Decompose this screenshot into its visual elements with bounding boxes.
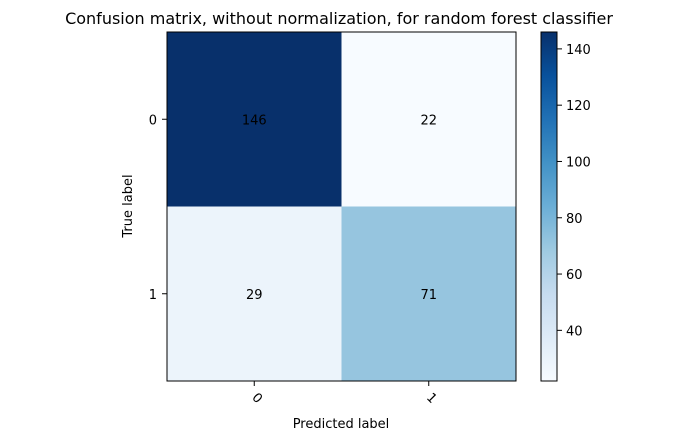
cell-value-0-0: 146	[242, 113, 267, 128]
matrix-cell-1-0	[167, 206, 342, 381]
colorbar	[540, 31, 558, 382]
colorbar-tick-label-4: 120	[566, 99, 591, 114]
cell-value-0-1: 22	[420, 113, 437, 128]
x-tick-label-0: 0	[248, 390, 264, 406]
matrix-cell-0-1	[341, 32, 516, 207]
cell-value-labels: 146 22 29 71	[242, 113, 437, 303]
y-axis-ticks: 01	[149, 113, 167, 303]
cell-value-1-1: 71	[420, 288, 437, 303]
x-axis-label: Predicted label	[293, 417, 390, 432]
colorbar-tick-label-1: 60	[566, 268, 583, 283]
colorbar-tick-label-3: 100	[566, 155, 591, 170]
x-tick-label-1: 1	[423, 390, 439, 406]
y-tick-label-1: 1	[149, 288, 157, 303]
matrix-cells	[167, 32, 516, 381]
y-tick-label-0: 0	[149, 113, 157, 128]
matrix-cell-1-1	[341, 206, 516, 381]
plot-frame	[166, 31, 517, 382]
colorbar-tick-label-5: 140	[566, 43, 591, 58]
colorbar-tick-label-0: 40	[566, 324, 583, 339]
colorbar-ticks: 40 60 80 100 120 140	[557, 43, 591, 339]
matrix-cell-0-0	[167, 32, 342, 207]
y-axis-label: True label	[121, 174, 136, 238]
chart-title: Confusion matrix, without normalization,…	[65, 9, 613, 28]
cell-value-1-0: 29	[246, 288, 263, 303]
colorbar-tick-label-2: 80	[566, 212, 583, 227]
